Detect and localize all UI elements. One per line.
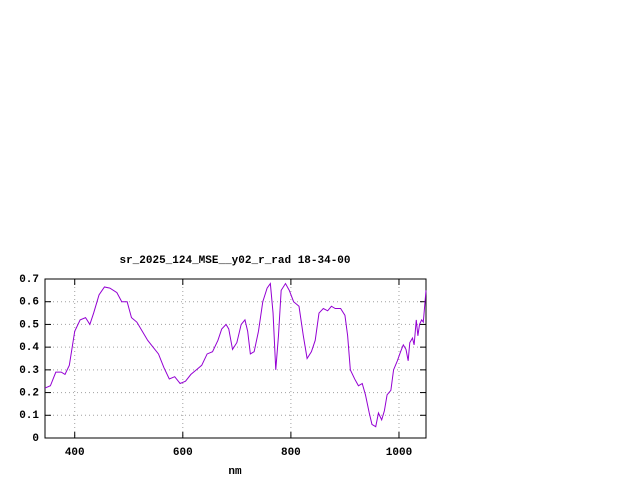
- y-tick-label: 0.1: [19, 410, 39, 422]
- y-tick-label: 0.6: [19, 297, 39, 309]
- y-tick-label: 0.5: [19, 319, 39, 331]
- x-tick-label: 600: [173, 447, 193, 459]
- x-tick-label: 1000: [386, 447, 412, 459]
- chart-title: sr_2025_124_MSE__y02_r_rad 18-34-00: [119, 255, 350, 267]
- x-tick-label: 800: [281, 447, 301, 459]
- x-axis-label: nm: [228, 466, 242, 478]
- y-tick-label: 0.7: [19, 274, 39, 286]
- x-tick-label: 400: [65, 447, 85, 459]
- y-tick-label: 0.3: [19, 365, 39, 377]
- y-tick-label: 0.4: [19, 342, 39, 354]
- y-tick-label: 0: [32, 433, 39, 445]
- plot-border: [44, 278, 427, 439]
- y-tick-label: 0.2: [19, 387, 39, 399]
- data-line: [44, 282, 427, 428]
